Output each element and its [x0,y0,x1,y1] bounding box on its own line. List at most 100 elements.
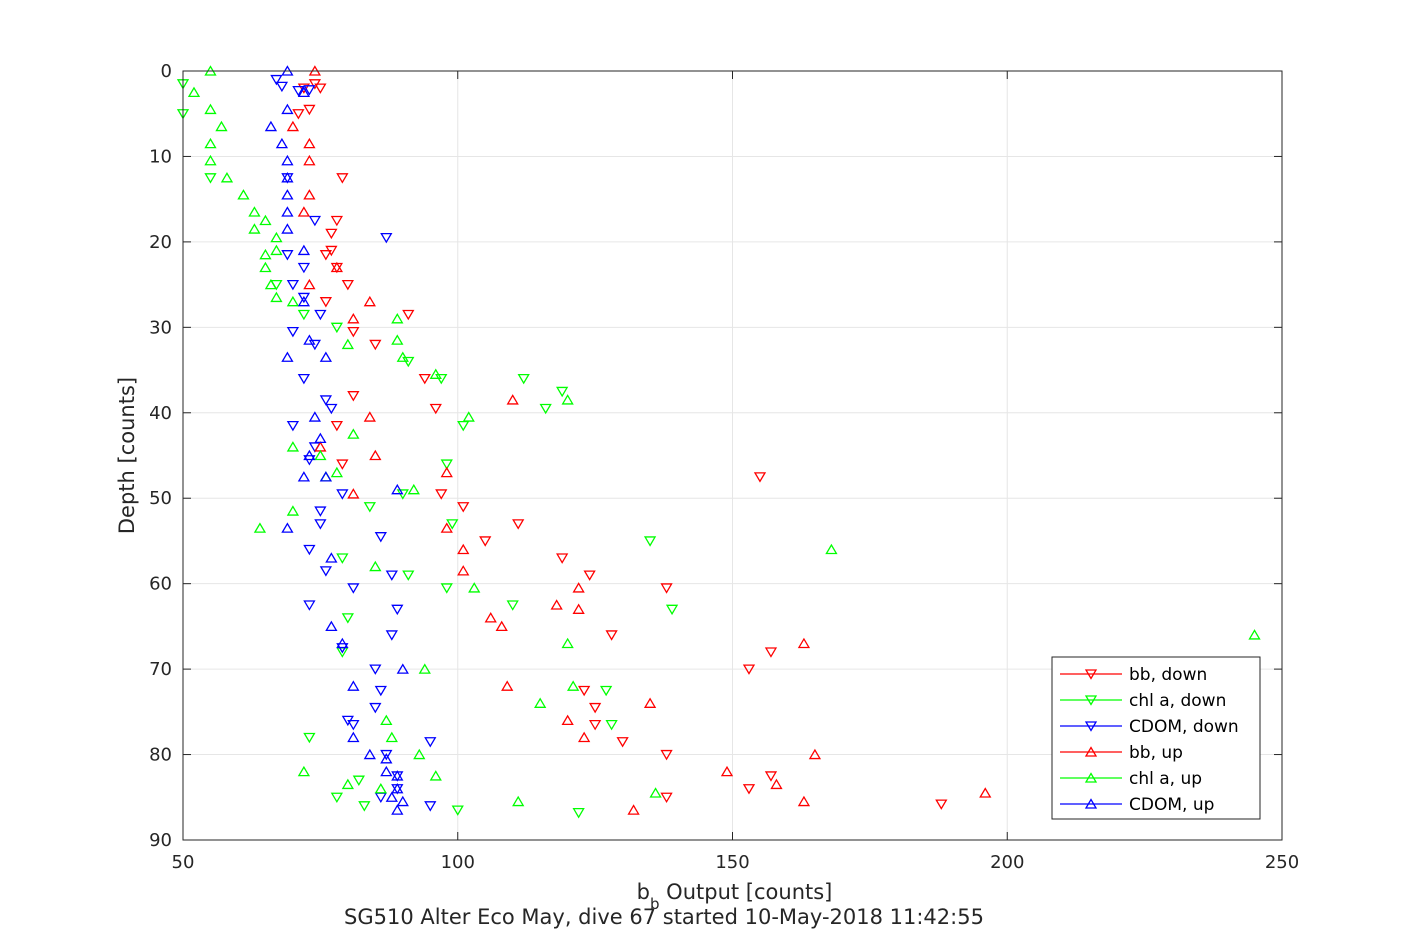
data-point [275,81,289,93]
y-tick-label: 10 [149,146,172,167]
data-point [643,697,657,708]
data-point [391,770,404,781]
data-point [577,685,591,697]
data-point [413,748,426,760]
y-tick-label: 70 [149,659,172,680]
data-point [358,801,371,812]
x-tick-label: 250 [1265,852,1299,873]
data-point [577,731,591,743]
data-point [314,432,327,444]
data-point [341,778,354,790]
data-point [297,244,311,256]
data-point [303,278,316,290]
data-point [325,552,338,563]
data-point [643,536,657,547]
data-point [319,395,333,406]
data-point [627,804,640,815]
data-point [303,334,316,345]
data-point [588,720,602,731]
legend-marker [1084,798,1098,809]
data-point [281,172,294,183]
data-point [374,532,387,543]
y-tick-label: 0 [161,61,172,82]
legend-item: chl a, down [1060,691,1226,711]
legend: bb, down chl a, down CDOM, down bb, up chl a… [1051,656,1261,820]
data-point [292,109,305,120]
data-point [270,74,283,86]
data-point [330,466,343,478]
data-point [396,351,409,362]
data-point [539,403,552,415]
data-point [363,502,376,513]
data-point [297,262,311,274]
data-point [424,737,437,748]
data-point [567,680,580,691]
data-point [396,663,409,674]
data-point [341,613,354,624]
data-point [319,250,333,261]
data-point [303,85,316,96]
data-point [286,295,300,307]
data-point [512,795,525,807]
data-point [665,604,679,616]
data-point [303,104,316,116]
data-point [380,749,393,761]
data-point [572,808,585,819]
data-point [303,189,316,200]
data-point [347,391,360,402]
data-point [297,292,311,304]
data-point [484,612,497,623]
data-point [341,338,354,350]
data-point [204,103,217,115]
data-point [303,449,316,461]
legend-label: chl a, down [1129,691,1226,711]
data-point [462,411,475,422]
data-point [281,250,294,261]
series-chl-a-up [187,65,1261,807]
data-point [764,647,778,658]
legend-label: CDOM, down [1129,717,1239,737]
data-point [297,206,311,217]
data-point [308,411,322,422]
legend-marker [1084,772,1098,783]
data-point [797,637,811,649]
data-point [369,449,382,461]
data-point [468,582,481,593]
data-point [446,519,459,530]
data-point [215,120,228,132]
x-tick-label: 200 [990,852,1024,873]
data-point [495,620,508,632]
legend-item: CDOM, down [1060,717,1239,737]
data-point [660,749,673,761]
data-point [501,680,514,691]
data-point [369,560,382,572]
data-point [391,782,404,794]
data-point [286,441,300,452]
data-point [385,791,398,802]
data-point [281,351,294,362]
data-point [187,86,201,98]
data-point [429,770,442,781]
data-point [347,488,360,499]
data-point [319,566,333,577]
data-point [605,720,618,731]
data-point [380,765,393,777]
data-point [1248,629,1261,640]
legend-label: chl a, up [1129,769,1202,789]
data-point [281,223,294,234]
data-point [314,506,327,517]
data-point [720,765,734,777]
data-point [336,637,349,649]
data-point [286,420,300,432]
data-point [237,189,250,200]
data-point [259,261,272,273]
y-tick-label: 90 [149,830,172,851]
data-point [391,334,404,345]
data-point [330,261,343,273]
data-point [407,483,420,495]
data-point [248,223,261,234]
data-point [319,471,333,482]
data-point [220,172,234,183]
data-point [325,228,338,240]
legend-box [1051,656,1261,820]
